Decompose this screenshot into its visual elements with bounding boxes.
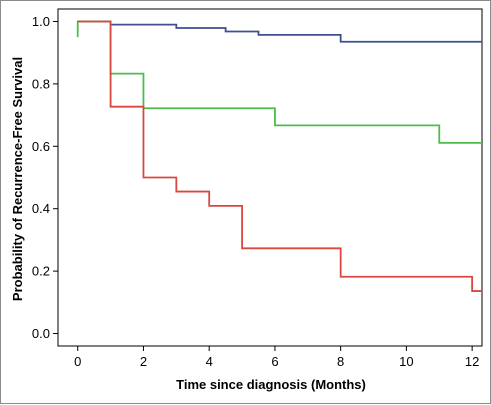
x-tick-label: 0: [74, 354, 81, 369]
y-tick-label: 0.4: [32, 201, 50, 216]
survival-curve-2: [76, 20, 482, 144]
y-tick-label: 1.0: [32, 14, 50, 29]
x-axis: 0 2 4 6 8 10 12: [74, 346, 479, 369]
plot-frame: [57, 8, 483, 347]
series-layer: [76, 20, 482, 292]
survival-curve-3: [77, 20, 482, 292]
survival-curve-1: [77, 20, 482, 43]
plot-area-border: [57, 8, 483, 347]
y-axis-title: Probability of Recurrence-Free Survival: [10, 57, 25, 301]
x-tick-label: 10: [399, 354, 413, 369]
y-tick-label: 0.0: [32, 326, 50, 341]
x-axis-title: Time since diagnosis (Months): [176, 377, 366, 392]
y-axis: 0.0 0.2 0.4 0.6 0.8 1.0: [32, 14, 58, 341]
y-tick-label: 0.8: [32, 76, 50, 91]
x-tick-label: 6: [271, 354, 278, 369]
x-tick-label: 8: [337, 354, 344, 369]
x-tick-label: 4: [206, 354, 213, 369]
x-tick-label: 2: [140, 354, 147, 369]
y-tick-label: 0.6: [32, 139, 50, 154]
x-tick-label: 12: [465, 354, 479, 369]
y-tick-label: 0.2: [32, 264, 50, 279]
